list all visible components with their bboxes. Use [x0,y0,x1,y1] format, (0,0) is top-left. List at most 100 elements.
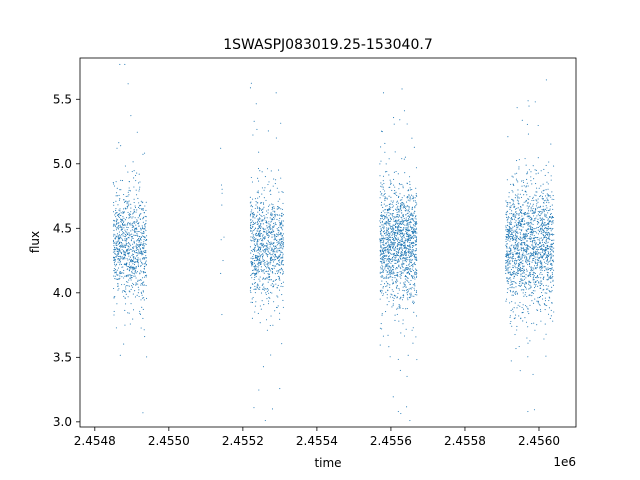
data-point [385,255,388,257]
data-point [128,187,130,189]
data-point [402,204,404,206]
data-point [416,232,418,234]
data-point [274,279,277,281]
data-point [113,245,115,247]
data-point [538,231,541,233]
data-point [506,216,508,218]
data-point [551,239,553,242]
data-point [276,263,278,265]
data-point [513,200,515,202]
data-point [402,214,404,217]
data-point [527,216,529,218]
data-point [405,250,407,252]
data-point [270,218,272,220]
data-point [532,240,534,242]
data-point [399,235,401,237]
data-point [271,243,273,245]
data-point [394,151,396,153]
data-point [252,198,254,200]
data-point [274,216,276,218]
data-point [399,211,401,213]
data-point [259,213,261,215]
data-point [381,217,383,219]
data-point [415,228,417,230]
data-point [130,203,132,205]
data-point [137,206,140,208]
data-point [263,272,265,274]
data-point [551,290,553,292]
data-point [131,277,133,279]
data-point [270,315,272,317]
data-point [407,272,410,274]
data-point [509,271,511,273]
data-point [529,287,531,289]
data-point [546,304,548,307]
data-point [265,213,267,216]
data-point [383,255,385,257]
data-point [134,275,136,277]
data-point [135,249,137,251]
data-point [252,231,254,233]
data-point [136,194,138,196]
data-point [529,203,531,205]
data-point [535,284,537,286]
data-point [125,286,127,288]
data-point [398,220,400,222]
data-point [383,249,385,251]
data-point [508,232,510,234]
data-point [145,239,147,242]
data-point [382,259,384,261]
data-point [526,205,528,207]
data-point [116,269,118,271]
data-point [515,348,517,350]
data-point [271,213,273,215]
data-point [142,412,144,414]
data-point [550,179,552,181]
data-point [530,216,532,219]
data-point [524,254,526,256]
data-point [510,283,512,285]
data-point [133,211,135,213]
data-point [530,228,532,231]
data-point [545,240,547,242]
data-point [138,202,140,204]
data-point [394,277,396,279]
data-point [141,225,143,227]
data-point [532,223,534,226]
data-point [386,224,388,226]
data-point [263,304,265,306]
data-point [272,324,274,326]
data-point [262,240,264,242]
data-point [380,240,383,242]
data-point [519,266,522,269]
data-point [525,321,528,323]
data-point [410,270,412,273]
data-point [399,119,401,121]
data-point [520,210,522,212]
data-point [388,253,390,255]
data-point [541,223,543,225]
data-point [252,220,254,222]
data-point [553,261,555,263]
data-point [516,207,518,209]
data-point [120,245,122,247]
data-point [516,240,518,242]
data-point [517,269,519,271]
data-point [130,245,132,247]
data-point [275,259,277,261]
data-point [116,220,118,222]
data-point [121,226,123,228]
data-point [548,254,550,256]
data-point [541,222,543,224]
data-point [526,253,528,255]
data-point [405,239,407,241]
data-point [414,200,416,202]
data-point [549,239,551,241]
data-point [544,213,546,215]
data-point [532,207,534,210]
data-point [527,185,529,187]
data-point [410,260,412,262]
data-point [408,268,410,270]
data-point [144,237,146,239]
data-point [253,249,255,251]
